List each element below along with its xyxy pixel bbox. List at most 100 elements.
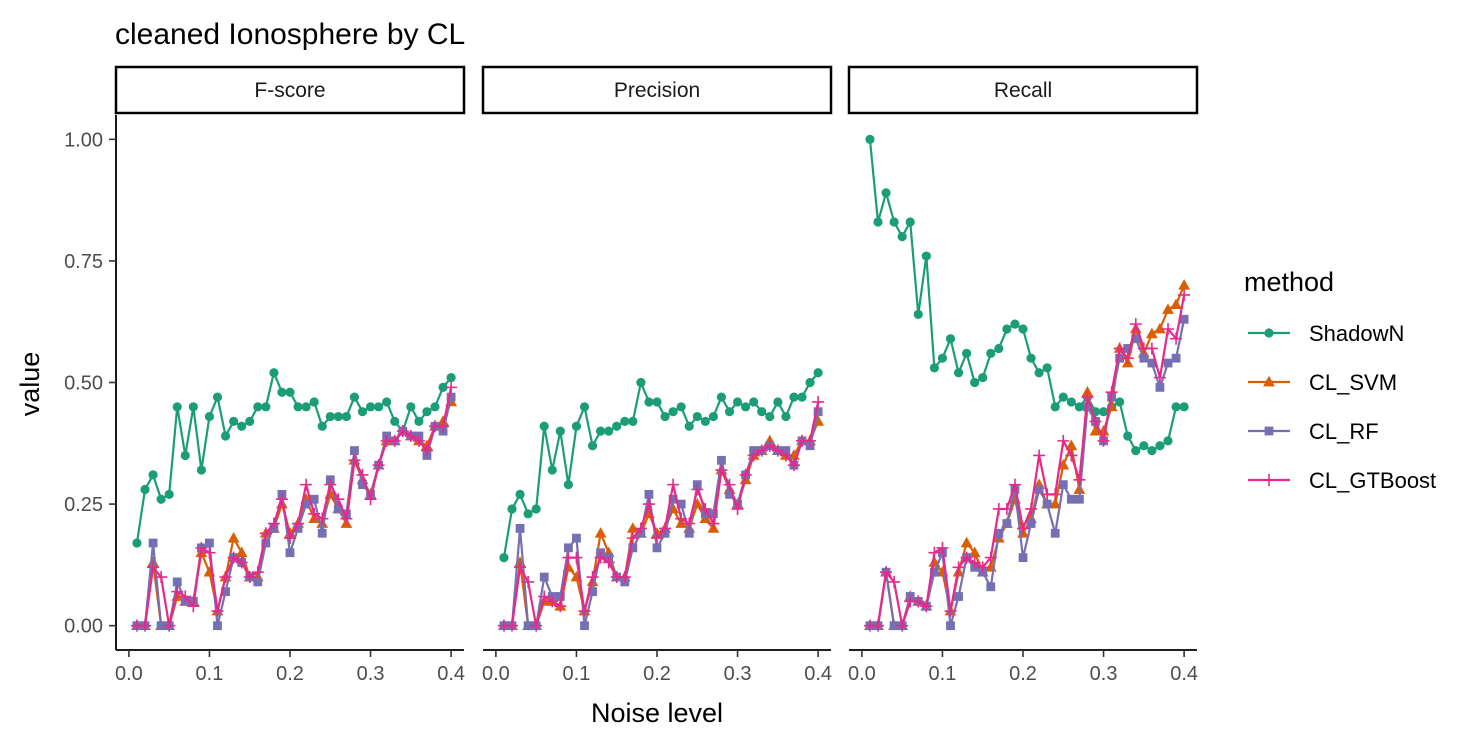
data-point-shadown bbox=[156, 494, 166, 504]
chart-title: cleaned Ionosphere by CL bbox=[115, 18, 465, 51]
data-point-shadown bbox=[970, 377, 980, 388]
data-point-cl-gtboost bbox=[195, 541, 208, 554]
data-point-cl-rf bbox=[588, 587, 597, 597]
data-point-cl-gtboost bbox=[1081, 391, 1094, 404]
data-point-shadown bbox=[196, 465, 206, 475]
data-point-cl-rf bbox=[358, 480, 367, 490]
data-point-cl-rf bbox=[213, 621, 222, 631]
data-point-shadown bbox=[805, 377, 815, 388]
data-point-shadown bbox=[1179, 402, 1189, 412]
data-point-shadown bbox=[1074, 402, 1084, 412]
data-point-cl-rf bbox=[708, 509, 718, 519]
data-point-cl-gtboost bbox=[227, 551, 240, 564]
x-tick-label: 0.0 bbox=[115, 663, 143, 685]
x-tick-label: 0.1 bbox=[563, 663, 591, 685]
data-point-shadown bbox=[773, 397, 783, 407]
data-point-shadown bbox=[430, 402, 440, 412]
data-point-cl-gtboost bbox=[586, 571, 599, 584]
data-point-cl-gtboost bbox=[203, 546, 216, 559]
data-point-cl-rf bbox=[652, 543, 662, 553]
data-point-cl-gtboost bbox=[171, 585, 184, 598]
x-tick-label: 0.3 bbox=[357, 663, 385, 685]
data-point-shadown bbox=[1171, 402, 1181, 412]
data-point-cl-rf bbox=[1179, 314, 1189, 324]
data-point-cl-gtboost bbox=[316, 512, 329, 525]
data-point-cl-svm bbox=[1146, 327, 1158, 339]
data-point-shadown bbox=[881, 188, 891, 198]
data-point-cl-gtboost bbox=[292, 517, 305, 530]
data-point-cl-rf bbox=[285, 548, 295, 558]
data-point-cl-rf bbox=[515, 524, 525, 533]
data-point-cl-rf bbox=[572, 533, 581, 543]
data-point-cl-svm bbox=[960, 536, 973, 548]
data-point-cl-gtboost bbox=[723, 478, 736, 491]
data-point-cl-rf bbox=[1034, 485, 1044, 494]
data-point-cl-gtboost bbox=[324, 478, 337, 491]
data-point-cl-rf bbox=[1002, 519, 1012, 528]
data-point-cl-gtboost bbox=[163, 619, 176, 632]
data-point-shadown bbox=[253, 402, 263, 412]
data-point-shadown bbox=[644, 397, 654, 407]
data-point-cl-gtboost bbox=[356, 468, 369, 481]
data-point-shadown bbox=[1050, 402, 1060, 412]
facet-strip-label: F-score bbox=[254, 79, 325, 102]
data-point-cl-gtboost bbox=[506, 619, 518, 632]
data-point-shadown bbox=[438, 382, 448, 392]
data-point-shadown bbox=[293, 402, 303, 412]
data-point-cl-rf bbox=[555, 592, 565, 601]
data-point-shadown bbox=[676, 402, 686, 412]
data-point-shadown bbox=[579, 402, 590, 412]
data-point-cl-gtboost bbox=[912, 595, 925, 608]
data-point-shadown bbox=[374, 402, 384, 412]
data-point-cl-rf bbox=[309, 494, 319, 504]
data-point-shadown bbox=[596, 426, 606, 436]
data-point-cl-gtboost bbox=[804, 434, 817, 447]
data-point-cl-gtboost bbox=[944, 605, 957, 618]
data-point-cl-gtboost bbox=[739, 468, 752, 481]
series-line-cl-gtboost bbox=[503, 401, 820, 627]
data-point-shadown bbox=[612, 421, 622, 431]
data-point-cl-rf bbox=[261, 538, 271, 548]
x-tick-label: 0.3 bbox=[1090, 663, 1118, 685]
data-point-cl-svm bbox=[1170, 298, 1182, 310]
data-point-cl-gtboost bbox=[259, 527, 272, 540]
data-point-shadown bbox=[1034, 368, 1044, 378]
legend-label-shadown: ShadowN bbox=[1309, 321, 1404, 346]
data-point-cl-gtboost bbox=[731, 502, 744, 515]
data-point-shadown bbox=[499, 552, 509, 563]
data-point-cl-gtboost bbox=[1153, 371, 1166, 384]
data-point-cl-gtboost bbox=[626, 532, 639, 545]
data-point-shadown bbox=[1098, 407, 1109, 417]
data-point-cl-gtboost bbox=[211, 605, 224, 618]
data-point-cl-gtboost bbox=[1057, 434, 1070, 447]
data-point-cl-rf bbox=[994, 528, 1004, 538]
data-point-cl-rf bbox=[350, 446, 359, 455]
data-point-cl-gtboost bbox=[1049, 488, 1062, 501]
data-point-shadown bbox=[765, 411, 775, 422]
data-point-shadown bbox=[1058, 392, 1068, 402]
data-point-cl-rf bbox=[1074, 494, 1084, 504]
data-point-shadown bbox=[945, 334, 956, 344]
y-tick-label: 0.25 bbox=[64, 494, 103, 516]
data-point-cl-gtboost bbox=[1129, 318, 1142, 331]
data-point-cl-gtboost bbox=[1089, 415, 1102, 428]
data-point-cl-rf bbox=[1058, 480, 1068, 490]
legend: ShadowN CL_SVM CL_RF CL_GTBoost bbox=[1248, 321, 1436, 493]
data-point-cl-gtboost bbox=[707, 517, 720, 530]
data-point-shadown bbox=[913, 309, 923, 320]
y-tick-label: 1.00 bbox=[64, 129, 103, 151]
data-point-cl-gtboost bbox=[1113, 342, 1126, 355]
data-point-cl-rf bbox=[684, 528, 694, 538]
data-point-cl-rf bbox=[813, 407, 823, 417]
data-point-cl-gtboost bbox=[787, 459, 800, 472]
data-point-cl-gtboost bbox=[267, 517, 280, 530]
data-point-shadown bbox=[921, 251, 931, 261]
x-tick-label: 0.2 bbox=[1009, 663, 1037, 685]
data-point-shadown bbox=[660, 411, 670, 422]
data-point-cl-gtboost bbox=[984, 551, 997, 564]
data-point-shadown bbox=[204, 411, 215, 422]
data-point-shadown bbox=[317, 421, 327, 431]
facet-strip-label: Precision bbox=[614, 79, 700, 102]
data-point-cl-gtboost bbox=[1025, 502, 1038, 515]
data-point-shadown bbox=[507, 504, 517, 514]
